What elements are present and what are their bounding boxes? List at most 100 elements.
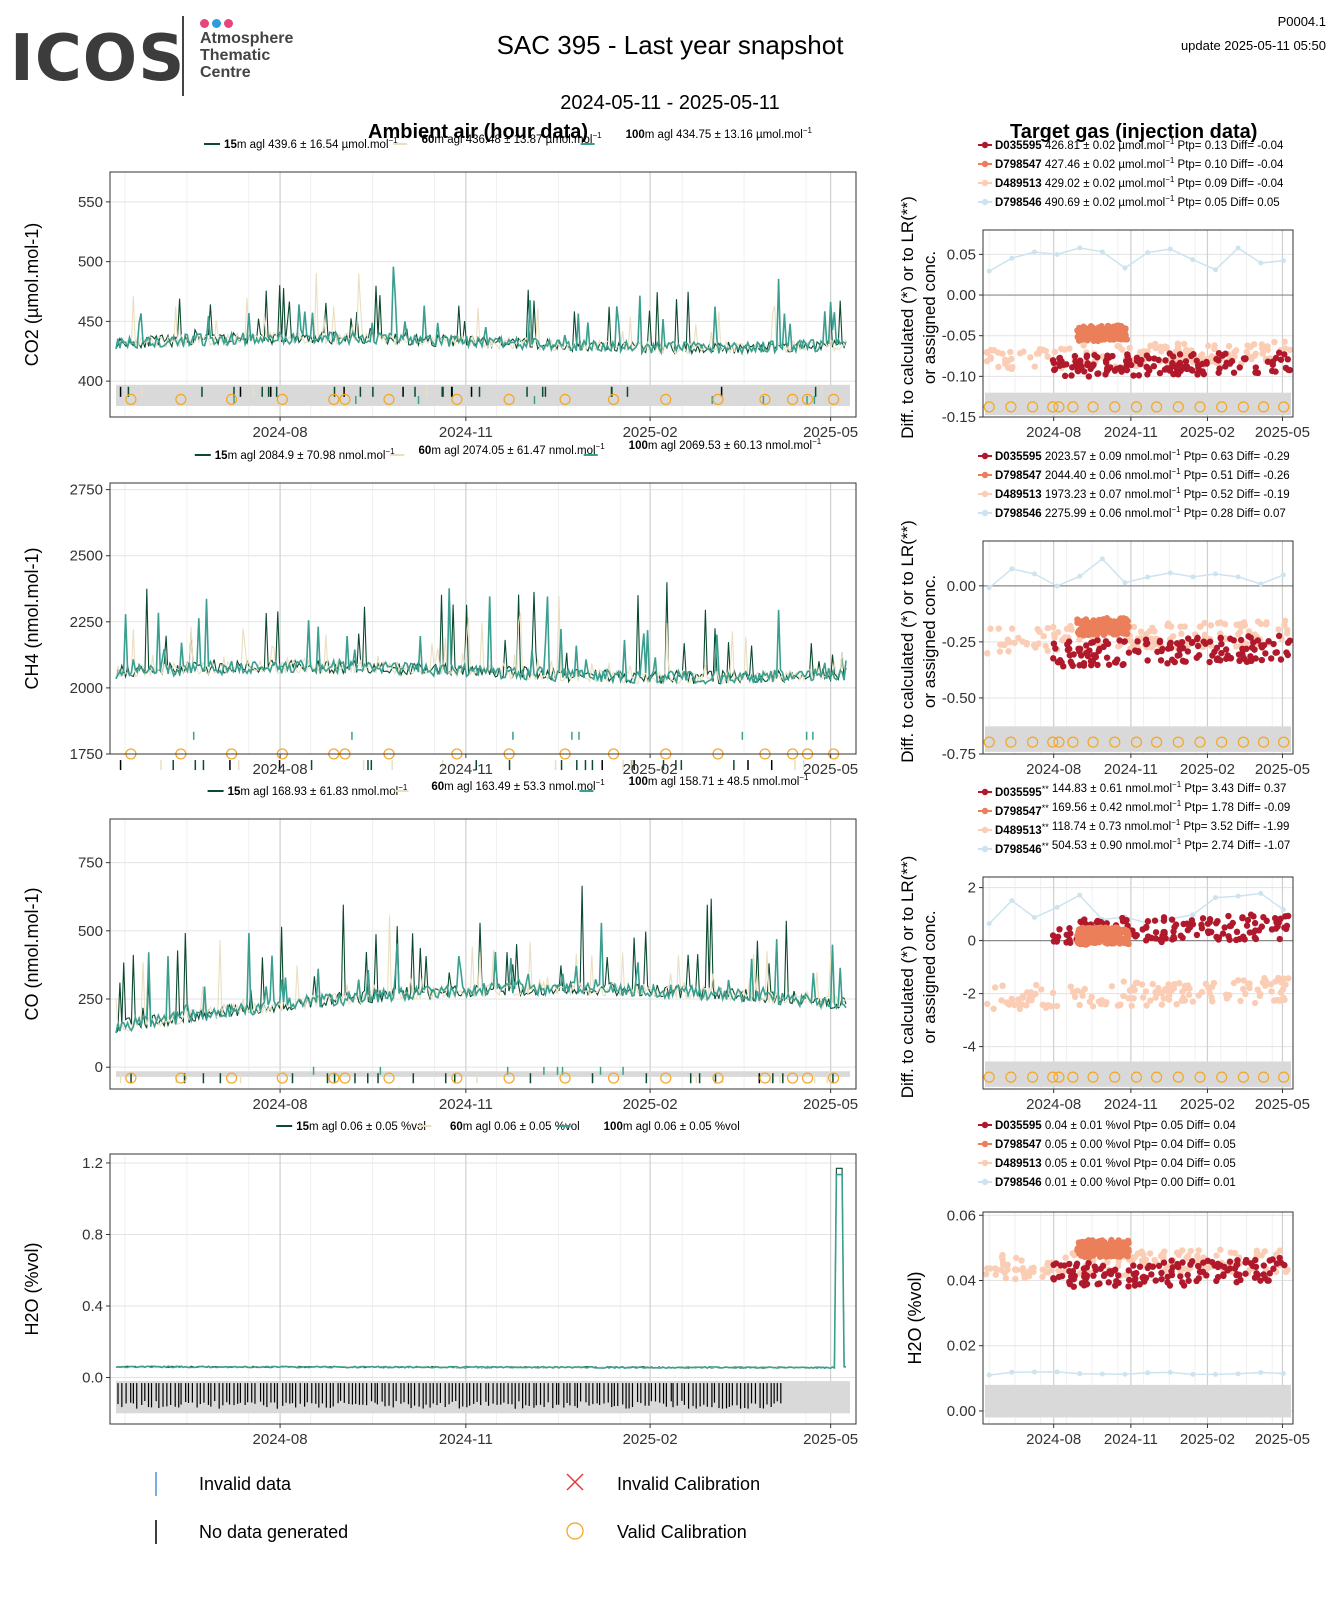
target-point-D035595	[1118, 368, 1125, 375]
target-point-D035595	[1182, 358, 1190, 365]
target-point-D489513	[1055, 1267, 1062, 1274]
x-tick-label: 2025-02	[1180, 761, 1235, 778]
target-point-D489513	[1280, 982, 1288, 989]
target-point-D489513	[1243, 348, 1251, 356]
target-point-D035595	[1216, 365, 1223, 372]
valid-calibration-mark	[1172, 401, 1184, 413]
target-point-D489513	[1049, 989, 1057, 997]
flag-band	[985, 1384, 1291, 1418]
plot-background	[110, 172, 856, 417]
product-id: P0004.1	[1277, 14, 1326, 29]
x-tick-label: 2025-02	[1180, 424, 1235, 441]
target-point-D035595	[1067, 930, 1074, 937]
target-point-D035595	[1119, 661, 1126, 669]
y-tick-label: 2500	[70, 548, 103, 565]
target-point-D035595	[1222, 350, 1229, 357]
target-point-D798547	[1121, 617, 1129, 624]
target-point-D035595	[1215, 350, 1223, 357]
valid-calibration-mark	[1130, 736, 1143, 748]
x-tick-label: 2024-08	[253, 1096, 308, 1113]
valid-calibration-mark	[607, 393, 620, 405]
target-point-D035595	[1154, 648, 1161, 655]
target-point-D035595	[1282, 925, 1290, 933]
target-point-D035595	[1194, 1262, 1202, 1270]
y-tick-label: 2250	[70, 614, 103, 631]
series-legend-h2o_ambient: 15m agl 0.06 ± 0.05 %vol 60m agl 0.06 ± 0…	[276, 1121, 740, 1133]
target-point-D035595	[1142, 937, 1150, 944]
target-point-D035595	[1196, 1268, 1204, 1276]
logo-text: Atmosphere Thematic Centre	[200, 30, 293, 81]
y-tick-label: 400	[78, 373, 103, 390]
target-point-D035595	[1273, 649, 1281, 656]
target-point-D489513	[1280, 975, 1287, 982]
target-point-D035595	[1269, 361, 1276, 368]
target-point-D035595	[1090, 1272, 1097, 1279]
target-point-D489513	[1223, 995, 1231, 1002]
flag-band	[985, 726, 1291, 752]
y-tick-label: 0.4	[82, 1298, 103, 1315]
target-point-D035595	[1229, 919, 1236, 927]
target-point-D035595	[1252, 1256, 1259, 1264]
y-axis-label: CO2 (µmol.mol-1)	[22, 223, 42, 366]
target-point-D489513	[1179, 988, 1186, 995]
valid-calibration-mark	[383, 393, 395, 405]
target-point-D489513	[1114, 1002, 1122, 1009]
target-point-D489513	[1251, 999, 1259, 1007]
target-point-D489513	[1149, 624, 1156, 631]
target-point-D489513	[1066, 345, 1073, 352]
target-legend-key	[981, 160, 989, 168]
target-legend-key	[981, 179, 989, 187]
y-tick-label: -0.25	[942, 634, 976, 651]
target-point-D035595	[1189, 638, 1196, 646]
target-point-D489513	[1217, 1246, 1224, 1253]
target-point-D035595	[1217, 635, 1224, 642]
valid-calibration-mark	[1026, 1071, 1039, 1083]
target-point-D489513	[1170, 985, 1178, 992]
target-point-D798547	[1099, 930, 1107, 937]
target-point-D035595	[1173, 640, 1181, 647]
target-point-D035595	[1170, 353, 1177, 360]
target-point-D489513	[1120, 992, 1127, 1000]
x-tick-label: 2025-05	[803, 424, 858, 441]
valid-calibration-mark	[801, 1072, 814, 1084]
y-tick-label: 500	[78, 923, 103, 940]
target-point-D035595	[1225, 912, 1232, 920]
date-range: 2024-05-11 - 2025-05-11	[560, 92, 780, 114]
target-point-D489513	[1240, 985, 1247, 993]
target-point-D035595	[1200, 638, 1207, 645]
target-point-D035595	[1134, 638, 1141, 645]
series-line-60m	[115, 915, 847, 1032]
target-point-D035595	[1277, 656, 1285, 663]
target-point-D489513	[1258, 341, 1266, 348]
valid-calibration-mark	[1237, 401, 1250, 413]
target-point-D035595	[1236, 364, 1243, 371]
target-point-D798547	[1119, 333, 1127, 341]
target-point-D798547	[1090, 337, 1097, 344]
flag-legend: Invalid data No data generated Invalid Cal…	[155, 1472, 760, 1544]
y-tick-label: 1750	[70, 746, 103, 763]
target-point-D035595	[1074, 367, 1082, 375]
target-point-D035595	[1247, 634, 1254, 641]
target-point-D035595	[1155, 1262, 1163, 1270]
target-point-D035595	[1075, 645, 1082, 653]
target-point-D489513	[1179, 1247, 1186, 1254]
target-legend-entry: D798547 427.46 ± 0.02 µmol.mol−1 Ptp= 0.…	[995, 156, 1284, 171]
y-axis-label: or assigned conc.	[920, 251, 939, 384]
target-point-D035595	[1209, 652, 1216, 659]
target-point-D798547	[1092, 924, 1099, 932]
target-point-D035595	[1200, 1259, 1207, 1266]
valid-calibration-mark	[1194, 1071, 1206, 1083]
target-point-D035595	[1175, 364, 1183, 371]
target-point-D035595	[1239, 650, 1246, 657]
series-legend-co_ambient: 15m agl 168.93 ± 61.83 nmol.mol−1 60m agl…	[207, 773, 809, 798]
target-point-D035595	[1066, 936, 1073, 943]
target-point-D489513	[1134, 979, 1141, 987]
target-point-D035595	[1258, 642, 1265, 649]
target-point-D035595	[1063, 361, 1070, 368]
target-point-D489513	[1000, 1261, 1007, 1269]
target-point-D489513	[1283, 630, 1291, 637]
target-chart-co2_target: 0.05 0.00 -0.05 -0.10 -0.15 2024-08 2024-11 202…	[898, 196, 1310, 441]
target-point-D035595	[1276, 935, 1283, 943]
target-point-D035595	[1130, 372, 1137, 379]
target-point-D489513	[1173, 1001, 1180, 1008]
